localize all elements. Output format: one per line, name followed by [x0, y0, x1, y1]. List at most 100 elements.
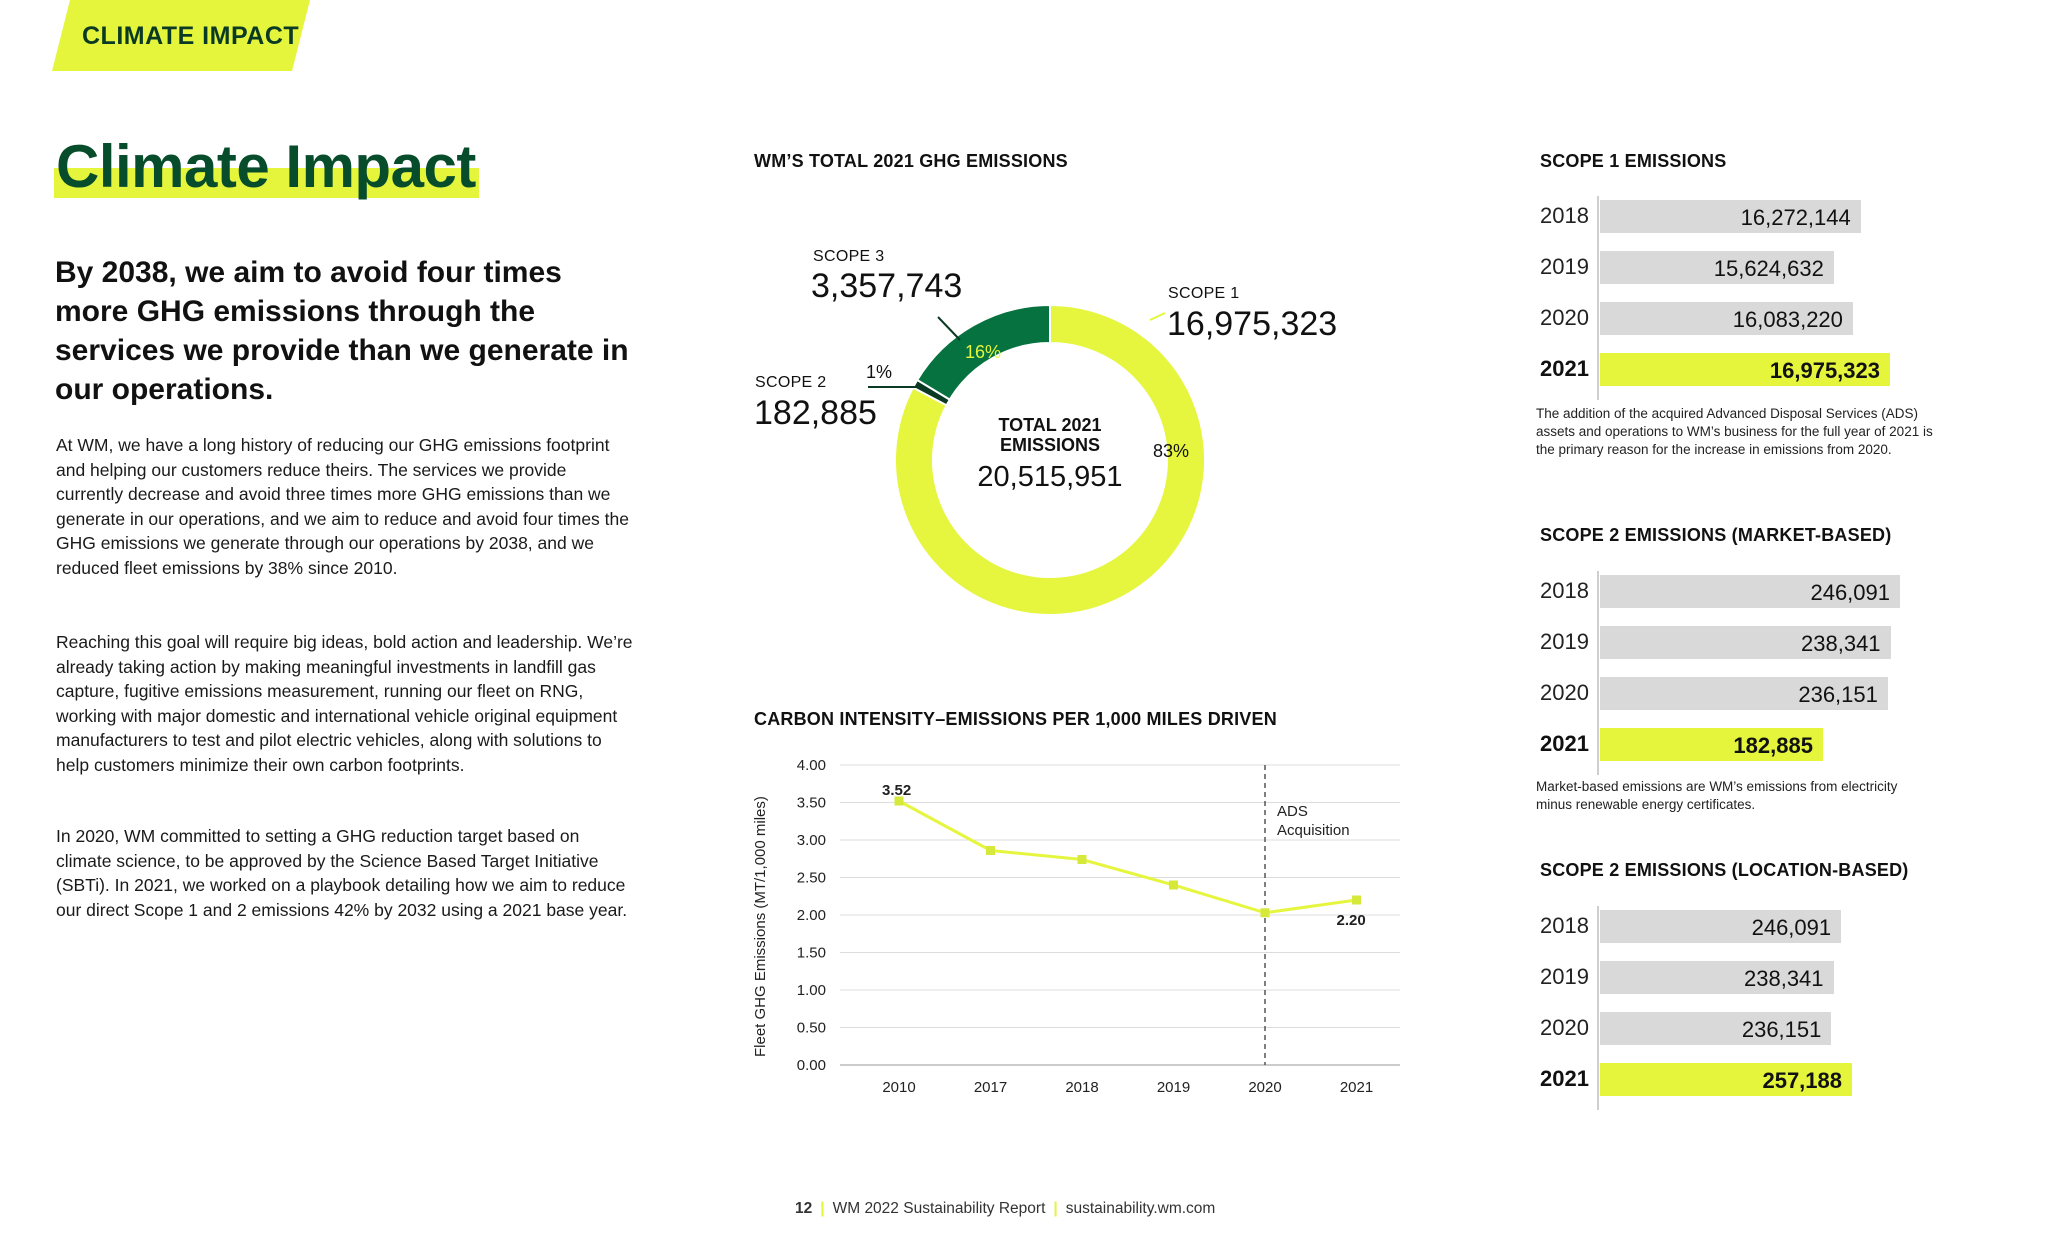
bar-2019: 238,341: [1600, 626, 1891, 659]
donut-center: TOTAL 2021 EMISSIONS 20,515,951: [960, 415, 1140, 494]
bar-value-label: 182,885: [1733, 733, 1813, 758]
data-point: [986, 846, 995, 855]
scope3-leader: [937, 316, 961, 341]
bar-2021: 182,885: [1600, 728, 1823, 761]
bar-value-label: 16,975,323: [1769, 358, 1880, 383]
page-title: Climate Impact: [56, 133, 476, 200]
x-tick-label: 2018: [1065, 1079, 1098, 1096]
bar-axis-line: [1597, 906, 1599, 1110]
body-paragraph-3: In 2020, WM committed to setting a GHG r…: [56, 826, 628, 920]
y-tick-label: 3.00: [797, 832, 826, 849]
data-point: [1352, 895, 1361, 905]
y-tick-label: 4.00: [797, 757, 826, 774]
donut-center-label-2: EMISSIONS: [999, 435, 1101, 455]
body-paragraph-1: At WM, we have a long history of reducin…: [56, 435, 629, 578]
y-tick-label: 1.50: [797, 945, 826, 962]
bar-year-label: 2019: [1540, 254, 1589, 279]
bar-value-label: 246,091: [1751, 915, 1832, 940]
data-label: 3.52: [882, 782, 911, 799]
scope2-value: 182,885: [754, 394, 877, 432]
bar-year-label: 2018: [1540, 578, 1589, 603]
bar-2021: 16,975,323: [1600, 353, 1890, 386]
scope1-leader: [1149, 312, 1166, 321]
data-point: [1169, 880, 1178, 890]
bar-value-label: 236,151: [1741, 1017, 1822, 1042]
bar-2020: 236,151: [1600, 1012, 1832, 1045]
y-tick-label: 2.00: [797, 907, 826, 924]
donut-center-value: 20,515,951: [977, 461, 1123, 493]
scope1-label: SCOPE 1: [1168, 285, 1240, 302]
bar-year-label: 2018: [1540, 913, 1589, 938]
y-tick-label: 0.50: [797, 1020, 826, 1037]
scope2-location-bars-title: SCOPE 2 EMISSIONS (LOCATION-BASED): [1540, 860, 1909, 880]
footer-separator: |: [1053, 1200, 1058, 1217]
page-footer: 12 | WM 2022 Sustainability Report | sustain…: [795, 1200, 1215, 1218]
bar-axis-line: [1597, 571, 1599, 775]
bar-2018: 16,272,144: [1600, 200, 1861, 233]
bar-year-label: 2021: [1540, 356, 1589, 381]
bar-year-label: 2020: [1540, 1015, 1589, 1040]
bar-2020: 236,151: [1600, 677, 1888, 710]
bar-year-label: 2020: [1540, 305, 1589, 330]
data-point: [1260, 908, 1270, 918]
bar-2021: 257,188: [1600, 1063, 1852, 1096]
data-point: [1077, 855, 1087, 864]
scope3-label: SCOPE 3: [813, 248, 885, 265]
scope1-value: 16,975,323: [1167, 305, 1338, 343]
bar-2018: 246,091: [1600, 910, 1842, 943]
line-chart-title: CARBON INTENSITY–EMISSIONS PER 1,000 MIL…: [754, 709, 1277, 729]
data-point: [894, 796, 904, 806]
scope1-slice: [894, 303, 1206, 616]
y-tick-label: 1.00: [797, 982, 826, 999]
bar-year-label: 2021: [1540, 1066, 1589, 1091]
x-tick-label: 2010: [882, 1079, 915, 1096]
annotation-text-2: Acquisition: [1277, 822, 1350, 839]
bar-axis-line: [1597, 196, 1599, 400]
scope3-slice: [915, 303, 1051, 401]
bar-2019: 15,624,632: [1600, 251, 1834, 284]
annotation-text-1: ADS: [1277, 803, 1308, 820]
bar-year-label: 2018: [1540, 203, 1589, 228]
bar-year-label: 2020: [1540, 680, 1589, 705]
x-tick-label: 2019: [1157, 1079, 1190, 1096]
bar-year-label: 2021: [1540, 731, 1589, 756]
bar-value-label: 16,083,220: [1732, 307, 1843, 332]
donut-chart-title: WM’S TOTAL 2021 GHG EMISSIONS: [754, 151, 1068, 171]
scope1-pct: 83%: [1153, 441, 1190, 461]
scope2-pct: 1%: [866, 362, 893, 382]
x-tick-label: 2020: [1248, 1079, 1281, 1096]
bar-value-label: 238,341: [1801, 631, 1881, 656]
section-tag: CLIMATE IMPACT: [52, 0, 310, 71]
y-tick-label: 3.50: [797, 795, 826, 812]
footer-url[interactable]: sustainability.wm.com: [1065, 1200, 1216, 1217]
scope3-value: 3,357,743: [811, 267, 963, 305]
body-paragraph-2: Reaching this goal will require big idea…: [56, 632, 633, 775]
scope2-market-bars-title: SCOPE 2 EMISSIONS (MARKET-BASED): [1540, 525, 1892, 545]
scope1-note: The addition of the acquired Advanced Di…: [1536, 406, 1933, 457]
bar-value-label: 257,188: [1762, 1068, 1842, 1093]
y-tick-label: 2.50: [797, 870, 826, 887]
x-tick-label: 2017: [974, 1079, 1007, 1096]
carbon-intensity-line: [898, 799, 1357, 915]
bar-year-label: 2019: [1540, 964, 1589, 989]
bar-value-label: 16,272,144: [1740, 205, 1851, 230]
footer-separator: |: [820, 1200, 825, 1217]
bar-value-label: 246,091: [1810, 580, 1890, 605]
x-tick-label: 2021: [1340, 1079, 1373, 1096]
footer-report-title: WM 2022 Sustainability Report: [832, 1200, 1046, 1217]
scope1-bars-title: SCOPE 1 EMISSIONS: [1540, 151, 1727, 171]
scope2-label: SCOPE 2: [755, 374, 827, 391]
title-highlight: [54, 168, 479, 198]
bar-2018: 246,091: [1600, 575, 1900, 608]
line-chart: 0.00 0.50 1.00 1.50 2.00 2.50 3.00 3.50 4.00 2010…: [797, 757, 1400, 1096]
scope3-pct: 16%: [965, 342, 1002, 362]
y-tick-label: 0.00: [797, 1057, 826, 1074]
lead-statement: By 2038, we aim to avoid four times more…: [55, 256, 629, 406]
donut-center-label-1: TOTAL 2021: [998, 415, 1102, 435]
bar-value-label: 238,341: [1744, 966, 1824, 991]
section-tag-label: CLIMATE IMPACT: [82, 22, 300, 50]
footer-page-number: 12: [795, 1200, 813, 1217]
data-label: 2.20: [1337, 912, 1366, 929]
bar-value-label: 15,624,632: [1713, 256, 1824, 281]
bar-2019: 238,341: [1600, 961, 1834, 994]
